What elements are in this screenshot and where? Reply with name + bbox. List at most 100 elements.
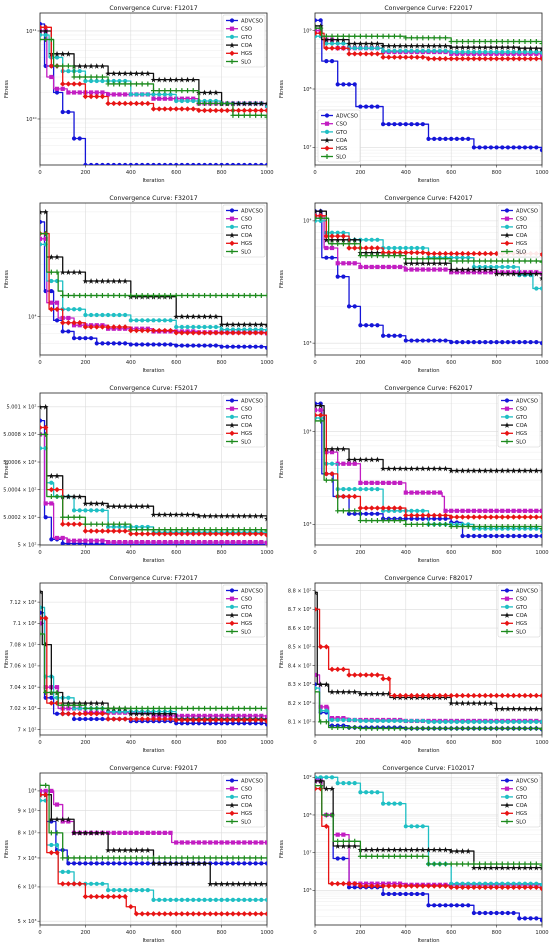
data-point — [174, 162, 179, 165]
data-point — [54, 300, 60, 305]
legend-marker — [504, 406, 510, 411]
data-point — [134, 162, 139, 165]
data-point — [528, 861, 534, 867]
data-point — [127, 710, 134, 717]
data-point — [264, 880, 267, 887]
data-point — [494, 339, 499, 345]
data-point — [357, 518, 363, 524]
data-point — [500, 533, 505, 539]
data-point — [471, 56, 477, 62]
data-point — [123, 78, 128, 84]
data-point — [448, 44, 455, 51]
data-point — [522, 864, 528, 871]
data-point — [43, 782, 49, 788]
data-point — [369, 323, 374, 328]
data-point — [505, 49, 511, 55]
data-point — [315, 208, 318, 215]
data-point — [94, 861, 99, 866]
legend-marker — [229, 208, 235, 213]
data-point — [264, 114, 267, 120]
data-point — [213, 107, 219, 114]
legend-marker — [504, 604, 510, 609]
data-point — [409, 508, 414, 513]
legend-label: GTO — [241, 605, 252, 611]
data-point — [493, 467, 500, 474]
data-point — [403, 54, 409, 60]
legend-marker — [504, 430, 510, 436]
data-point — [448, 884, 454, 891]
data-point — [315, 30, 318, 36]
data-point — [341, 781, 346, 786]
legend-marker — [229, 786, 235, 791]
x-tick-label: 0 — [38, 930, 41, 936]
data-point — [230, 512, 236, 519]
data-point — [471, 910, 476, 916]
data-point — [247, 107, 253, 114]
y-axis-label: Fitness — [4, 650, 10, 668]
data-point — [386, 54, 392, 60]
data-point — [346, 40, 352, 47]
data-point — [140, 162, 145, 165]
data-point — [48, 830, 54, 836]
data-point — [116, 278, 123, 284]
data-point — [318, 719, 324, 725]
chart-title: Convergence Curve: F52017 — [109, 385, 197, 392]
data-point — [477, 861, 483, 867]
data-point — [123, 830, 128, 835]
x-axis-label: Iteration — [142, 368, 164, 374]
data-point — [127, 70, 134, 77]
data-point — [151, 705, 156, 711]
data-point — [168, 540, 173, 545]
data-point — [123, 341, 128, 346]
data-point — [466, 719, 471, 724]
data-point — [528, 916, 533, 921]
data-point — [156, 716, 162, 722]
data-point — [324, 708, 329, 713]
data-point — [213, 705, 219, 711]
data-point — [157, 96, 162, 101]
x-tick-label: 1000 — [260, 930, 273, 936]
data-point — [258, 705, 264, 711]
data-point — [213, 100, 219, 106]
data-point — [476, 266, 483, 273]
legend-item-coa: COA — [226, 422, 253, 429]
data-point — [93, 278, 100, 284]
data-point — [83, 162, 88, 165]
data-point — [392, 122, 397, 127]
data-point — [48, 472, 55, 479]
data-point — [191, 897, 196, 903]
data-point — [318, 408, 323, 413]
data-point — [185, 840, 190, 845]
y-tick-label: 10⁶ — [303, 888, 311, 894]
legend-marker — [229, 620, 235, 626]
data-point — [476, 56, 483, 62]
data-point — [346, 688, 352, 695]
legend-marker — [324, 145, 330, 151]
data-point — [77, 706, 82, 711]
legend-marker — [324, 137, 330, 143]
data-point — [145, 524, 150, 530]
data-point — [252, 321, 259, 328]
data-point — [500, 508, 505, 513]
x-axis-label: Iteration — [142, 748, 164, 754]
data-point — [397, 42, 404, 49]
data-point — [431, 725, 437, 731]
data-point — [196, 293, 202, 299]
data-point — [105, 100, 111, 107]
data-point — [54, 50, 60, 57]
data-point — [454, 884, 460, 891]
data-point — [116, 847, 123, 853]
data-point — [145, 81, 151, 87]
data-point — [408, 260, 415, 267]
data-point — [403, 35, 409, 41]
data-point — [128, 527, 134, 533]
legend-label: ADVCSO — [516, 778, 538, 784]
data-point — [140, 524, 145, 530]
data-point — [346, 885, 352, 890]
data-point — [397, 465, 404, 472]
data-point — [71, 320, 77, 326]
legend-label: ADVCSO — [516, 208, 538, 214]
data-point — [40, 621, 43, 626]
data-point — [528, 523, 534, 529]
data-point — [488, 700, 494, 706]
